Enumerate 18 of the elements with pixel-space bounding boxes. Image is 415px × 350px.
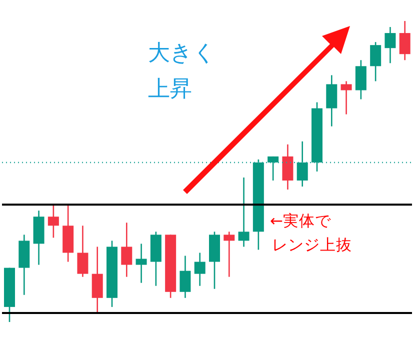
annotation: 大きく	[148, 41, 216, 66]
candlestick	[48, 204, 59, 238]
candlestick	[77, 225, 88, 278]
candlestick	[296, 140, 308, 188]
candlestick	[399, 21, 410, 61]
candlestick	[194, 252, 206, 287]
candlestick	[340, 80, 352, 115]
candlestick	[384, 26, 396, 64]
candlestick	[121, 222, 132, 278]
candlestick	[136, 243, 147, 284]
candlestick	[180, 255, 191, 299]
candlestick	[238, 176, 250, 248]
annotation: レンジ上抜	[272, 236, 352, 254]
candlestick	[224, 231, 235, 278]
annotation: ←実体で	[270, 212, 332, 230]
candlestick	[370, 41, 382, 82]
annotation: 上昇	[148, 77, 192, 102]
candlestick	[268, 156, 279, 182]
